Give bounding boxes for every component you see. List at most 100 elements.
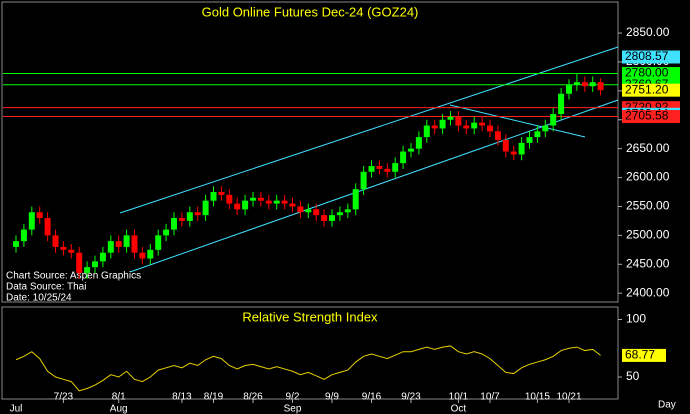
- candle-body: [534, 131, 541, 138]
- candle-body: [44, 218, 51, 236]
- level-box: [622, 67, 680, 81]
- candle-body: [250, 197, 256, 201]
- candle-body: [542, 125, 549, 132]
- x-tick-label: 7/23: [54, 392, 74, 403]
- month-label: Oct: [451, 404, 467, 414]
- candle-body: [502, 139, 509, 152]
- candle-body: [510, 151, 517, 155]
- candle-body: [455, 116, 462, 126]
- x-axis-label: Day: [658, 400, 676, 411]
- candle-body: [573, 82, 580, 86]
- x-tick-label: 9/2: [286, 392, 300, 403]
- candle-body: [494, 131, 501, 140]
- candle-body: [487, 125, 493, 132]
- candle-body: [226, 194, 233, 204]
- channel-upper: [119, 46, 619, 214]
- candle-body: [131, 235, 138, 253]
- candle-body: [376, 166, 383, 169]
- y-tick-label: 2400.00: [626, 285, 670, 299]
- price-panel: [1, 1, 619, 303]
- candle-body: [408, 148, 414, 152]
- y-tick-label: 2850.00: [626, 25, 670, 39]
- x-tick-label: 8/26: [243, 392, 263, 403]
- candle-body: [115, 241, 122, 247]
- candle-body: [558, 93, 565, 114]
- candle-body: [68, 249, 75, 253]
- candle-body: [84, 267, 91, 273]
- candle-body: [321, 215, 328, 221]
- y-tick-label: 2450.00: [626, 256, 670, 270]
- candle-body: [178, 218, 185, 221]
- candle-body: [463, 125, 470, 129]
- x-tick-label: 9/9: [325, 392, 339, 403]
- candle-body: [273, 200, 280, 204]
- candle-body: [147, 249, 154, 259]
- rsi-value-box: [622, 348, 666, 362]
- candle-body: [597, 82, 604, 91]
- candle-body: [60, 246, 67, 250]
- candle-body: [20, 229, 27, 242]
- candle-body: [336, 212, 343, 216]
- candle-body: [194, 212, 201, 216]
- x-tick-label: 10/1: [449, 392, 469, 403]
- candle-body: [479, 122, 486, 126]
- level-label: 2705.58: [625, 109, 669, 123]
- candle-body: [400, 151, 407, 164]
- candle-body: [352, 189, 359, 210]
- candle-body: [210, 192, 217, 201]
- candle-body: [155, 235, 162, 250]
- candle-body: [107, 241, 114, 253]
- annotation: Chart Source: Aspen Graphics: [6, 271, 141, 282]
- x-tick-label: 8/19: [204, 392, 224, 403]
- candle-body: [257, 197, 264, 201]
- candle-body: [28, 212, 35, 230]
- chart-title: Gold Online Futures Dec-24 (GOZ24): [202, 4, 419, 19]
- level-label: 2780.00: [625, 66, 669, 80]
- x-tick-label: 8/13: [172, 392, 192, 403]
- y-tick-label: 2600.00: [626, 170, 670, 184]
- candle-body: [439, 119, 446, 129]
- candle-body: [289, 203, 296, 207]
- candle-body: [234, 203, 241, 210]
- candle-body: [566, 85, 572, 94]
- annotation: Date: 10/25/24: [6, 293, 72, 304]
- candle-body: [92, 261, 98, 268]
- candle-body: [297, 206, 304, 213]
- y-tick-label: 2550.00: [626, 199, 670, 213]
- level-box: [622, 50, 680, 64]
- y-tick-label: 2500.00: [626, 228, 670, 242]
- channel-lower: [129, 99, 619, 273]
- month-label: Aug: [110, 404, 128, 414]
- rsi-value-label: 68.77: [625, 348, 655, 362]
- x-tick-label: 9/16: [362, 392, 382, 403]
- candle-body: [581, 82, 588, 87]
- candle-body: [471, 122, 478, 129]
- candle-body: [344, 209, 351, 213]
- x-tick-label: 10/21: [556, 392, 581, 403]
- x-tick-label: 10/7: [480, 392, 500, 403]
- x-tick-label: 10/15: [525, 392, 550, 403]
- candle-body: [550, 113, 557, 126]
- month-label: Sep: [284, 404, 302, 414]
- candle-body: [163, 229, 170, 236]
- candle-body: [518, 142, 525, 155]
- candle-body: [392, 163, 399, 172]
- candle-body: [36, 212, 43, 219]
- candle-body: [368, 166, 375, 172]
- level-box: [622, 110, 680, 124]
- candle-body: [171, 218, 177, 230]
- candle-body: [52, 235, 59, 247]
- candle-body: [265, 200, 272, 204]
- x-tick-label: 9/23: [401, 392, 421, 403]
- level-label: 2808.57: [625, 49, 669, 63]
- candle-body: [139, 252, 146, 259]
- candle-body: [186, 212, 193, 221]
- rsi-line: [15, 345, 601, 392]
- candle-body: [13, 241, 19, 247]
- annotation: Data Source: Thai: [6, 282, 86, 293]
- y-tick-label: 2650.00: [626, 141, 670, 155]
- candle-body: [202, 200, 209, 216]
- candle-body: [281, 200, 288, 204]
